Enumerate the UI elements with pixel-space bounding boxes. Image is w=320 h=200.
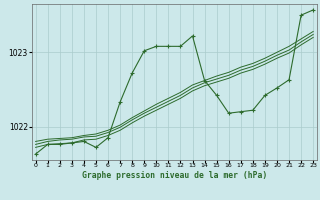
X-axis label: Graphe pression niveau de la mer (hPa): Graphe pression niveau de la mer (hPa) <box>82 171 267 180</box>
